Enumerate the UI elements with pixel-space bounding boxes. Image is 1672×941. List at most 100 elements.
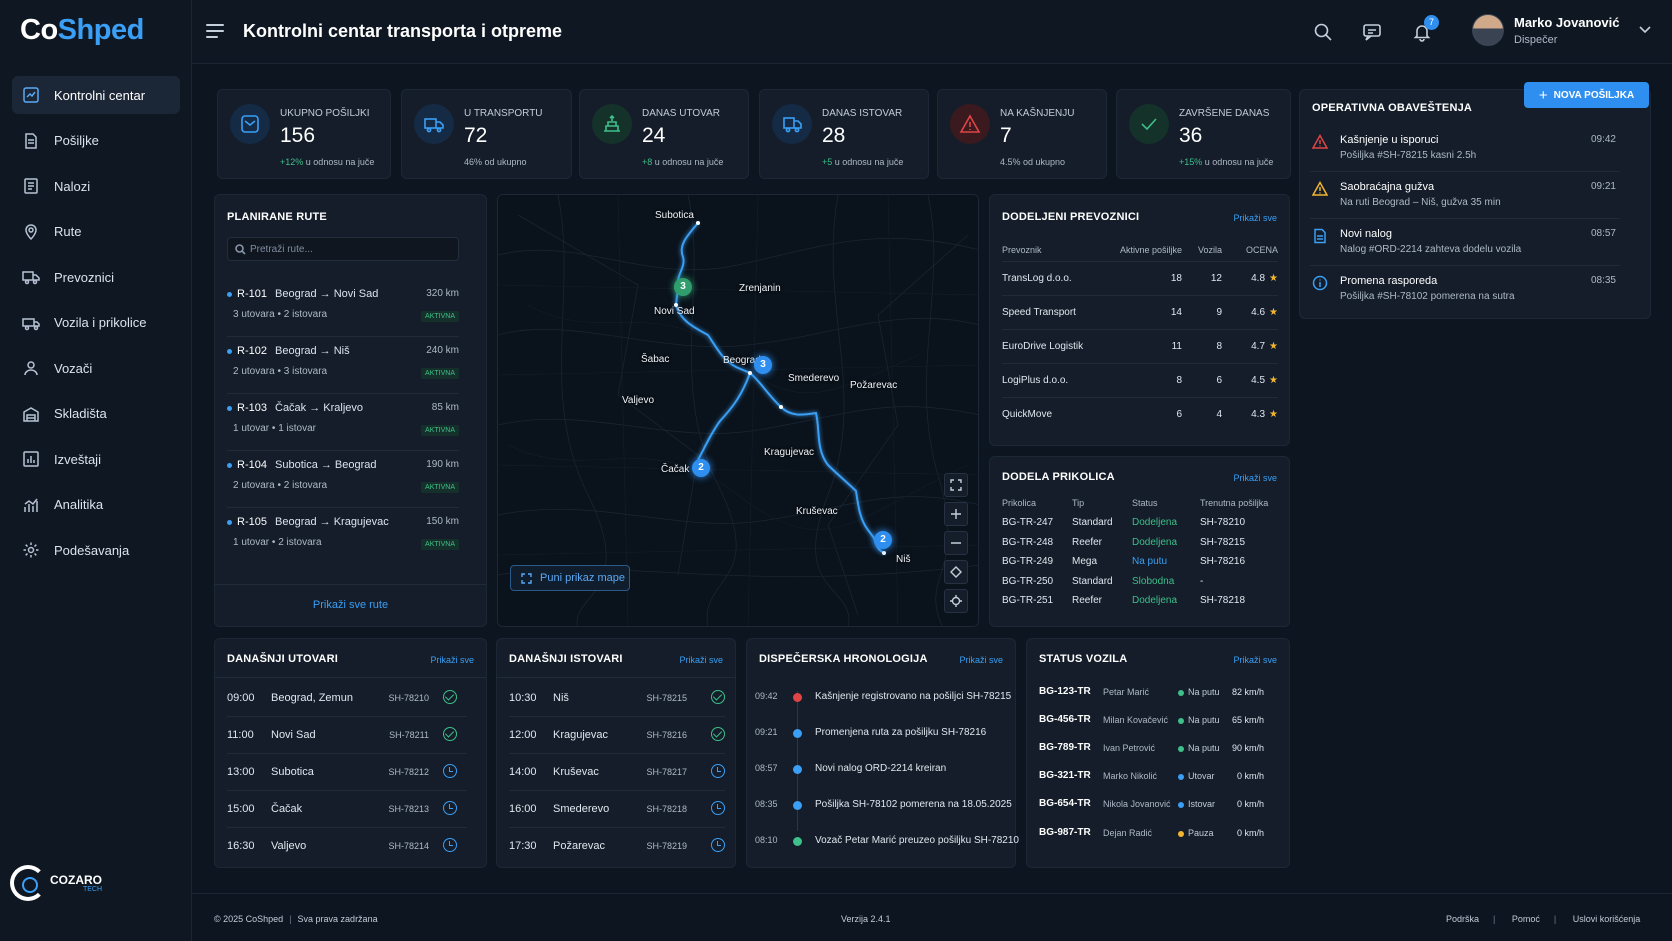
table-row[interactable]: BG-TR-248 Reefer Dodeljena SH-78215 (1002, 536, 1246, 548)
locate-icon[interactable] (944, 589, 968, 613)
list-item[interactable]: 15:00 Čačak SH-78213 (227, 791, 467, 828)
search-icon[interactable] (1313, 22, 1333, 42)
show-all-link[interactable]: Prikaži sve (959, 655, 1003, 665)
list-item[interactable]: 16:30 Valjevo SH-78214 (227, 828, 467, 865)
sidebar-item-izvestaji[interactable]: Izveštaji (12, 440, 180, 478)
vehicle-row[interactable]: BG-654-TR Nikola Jovanović Istovar 0 km/h (1039, 798, 1264, 809)
route-search[interactable] (227, 237, 459, 261)
new-shipment-button[interactable]: + NOVA POŠILJKA (1524, 82, 1649, 108)
notification-item[interactable]: Novi nalog Nalog #ORD-2214 zahteva dodel… (1310, 222, 1620, 266)
vehicle-row[interactable]: BG-456-TR Milan Kovačević Na putu 65 km/h (1039, 714, 1264, 725)
zoom-out-icon[interactable] (944, 531, 968, 555)
map-cluster-marker[interactable]: 3 (754, 356, 772, 374)
kpi-na-kasnjenju[interactable]: Na kašnjenju 7 4.5% od ukupno (937, 89, 1107, 179)
sidebar-item-analitika[interactable]: Analitika (12, 486, 180, 524)
list-item[interactable]: 09:00 Beograd, Zemun SH-78210 (227, 680, 467, 717)
map-city-label: Kruševac (796, 506, 838, 517)
vehicle-row[interactable]: BG-789-TR Ivan Petrović Na putu 90 km/h (1039, 742, 1264, 753)
table-row[interactable]: EuroDrive Logistik 11 8 4.7 ★ (1002, 328, 1278, 363)
notification-item[interactable]: Kašnjenje u isporuci Pošiljka #SH-78215 … (1310, 128, 1620, 172)
section-title: Dodeljeni prevoznici (1002, 211, 1140, 223)
menu-toggle-icon[interactable] (206, 24, 224, 38)
loading-icon (592, 104, 632, 144)
messages-icon[interactable] (1362, 22, 1382, 42)
map-cluster-marker[interactable]: 2 (874, 531, 892, 549)
vehicle-row[interactable]: BG-321-TR Marko Nikolić Utovar 0 km/h (1039, 770, 1264, 781)
kpi-sub: +8 u odnosu na juče (642, 157, 724, 167)
footer-link-terms[interactable]: Uslovi korišćenja (1572, 914, 1641, 924)
footer-link-help[interactable]: Pomoć (1511, 914, 1540, 924)
map-cluster-marker[interactable]: 3 (674, 278, 692, 296)
full-map-view-button[interactable]: Puni prikaz mape (510, 565, 630, 591)
kpi-value: 7 (1000, 124, 1012, 147)
table-row[interactable]: Speed Transport 14 9 4.6 ★ (1002, 294, 1278, 329)
sidebar-item-posiljke[interactable]: Pošiljke (12, 122, 180, 160)
kpi-ukupno-posiljki[interactable]: Ukupno pošiljki 156 +12% u odnosu na juč… (217, 89, 391, 179)
timeline-item[interactable]: 08:10 Vozač Petar Marić preuzeo pošiljku … (755, 835, 1019, 846)
list-item[interactable]: 14:00 Kruševac SH-78217 (509, 754, 725, 791)
vehicle-row[interactable]: BG-123-TR Petar Marić Na putu 82 km/h (1039, 686, 1264, 697)
route-item[interactable]: R-102 Beograd → Niš 240 km 2 utovara • 3 is… (227, 340, 459, 394)
route-item[interactable]: R-104 Subotica → Beograd 190 km 2 utovara •… (227, 454, 459, 508)
list-item[interactable]: 11:00 Novi Sad SH-78211 (227, 717, 467, 754)
list-item[interactable]: 16:00 Smederevo SH-78218 (509, 791, 725, 828)
show-all-link[interactable]: Prikaži sve (1233, 213, 1277, 223)
sidebar-item-label: Rute (54, 224, 82, 239)
timeline-item[interactable]: 09:21 Promenjena ruta za pošiljku SH-7821… (755, 727, 987, 738)
route-item[interactable]: R-103 Čačak → Kraljevo 85 km 1 utovar • 1 i… (227, 397, 459, 451)
user-menu[interactable]: Marko Jovanović Dispečer (1472, 14, 1620, 46)
layers-icon[interactable] (944, 560, 968, 584)
route-search-input[interactable] (250, 241, 450, 257)
notifications-bell-icon[interactable]: 7 (1412, 15, 1439, 42)
timeline-item[interactable]: 08:57 Novi nalog ORD-2214 kreiran (755, 763, 947, 774)
vehicle-row[interactable]: BG-987-TR Dejan Radić Pauza 0 km/h (1039, 827, 1264, 838)
table-row[interactable]: LogiPlus d.o.o. 8 6 4.5 ★ (1002, 362, 1278, 397)
sidebar-item-vozila[interactable]: Vozila i prikolice (12, 304, 180, 342)
notification-item[interactable]: Promena rasporeda Pošiljka #SH-78102 pom… (1310, 269, 1620, 313)
info-icon (1312, 275, 1328, 291)
show-all-link[interactable]: Prikaži sve (1233, 473, 1277, 483)
timeline-item[interactable]: 09:42 Kašnjenje registrovano na pošiljci … (755, 691, 1012, 702)
sidebar-item-skladista[interactable]: Skladišta (12, 395, 180, 433)
show-all-link[interactable]: Prikaži sve (679, 655, 723, 665)
map-cluster-marker[interactable]: 2 (692, 459, 710, 477)
route-item[interactable]: R-105 Beograd → Kragujevac 150 km 1 utovar … (227, 511, 459, 565)
fullscreen-icon[interactable] (944, 473, 968, 497)
kpi-danas-utovar[interactable]: Danas utovar 24 +8 u odnosu na juče (579, 89, 749, 179)
company-name: COZARO (50, 872, 102, 887)
sidebar-item-kontrolni-centar[interactable]: Kontrolni centar (12, 76, 180, 114)
table-row[interactable]: BG-TR-250 Standard Slobodna - (1002, 575, 1204, 587)
table-row[interactable]: BG-TR-247 Standard Dodeljena SH-78210 (1002, 517, 1246, 529)
kpi-u-transportu[interactable]: U transportu 72 46% od ukupno (401, 89, 572, 179)
star-icon: ★ (1269, 374, 1278, 386)
search-icon (235, 244, 246, 255)
table-row[interactable]: BG-TR-249 Mega Na putu SH-78216 (1002, 556, 1246, 568)
timeline-item[interactable]: 08:35 Pošiljka SH-78102 pomerena na 18.05… (755, 799, 1012, 810)
clock-icon (443, 801, 457, 815)
list-item[interactable]: 13:00 Subotica SH-78212 (227, 754, 467, 791)
table-row[interactable]: BG-TR-251 Reefer Dodeljena SH-78218 (1002, 595, 1246, 607)
sidebar-item-vozaci[interactable]: Vozači (12, 349, 180, 387)
chevron-down-icon[interactable] (1639, 26, 1651, 34)
notification-item[interactable]: Saobraćajna gužva Na ruti Beograd – Niš,… (1310, 175, 1620, 219)
footer-link-support[interactable]: Podrška (1446, 914, 1480, 924)
route-item[interactable]: R-101 Beograd → Novi Sad 320 km 3 utovara •… (227, 283, 459, 337)
list-item[interactable]: 17:30 Požarevac SH-78219 (509, 828, 725, 865)
table-row[interactable]: QuickMove 6 4 4.3 ★ (1002, 396, 1278, 431)
sidebar-item-podesavanja[interactable]: Podešavanja (12, 531, 180, 569)
table-row[interactable]: TransLog d.o.o. 18 12 4.8 ★ (1002, 260, 1278, 295)
zoom-in-icon[interactable] (944, 502, 968, 526)
list-item[interactable]: 10:30 Niš SH-78215 (509, 680, 725, 717)
list-item[interactable]: 12:00 Kragujevac SH-78216 (509, 717, 725, 754)
kpi-danas-istovar[interactable]: Danas istovar 28 +5 u odnosu na juče (759, 89, 929, 179)
sidebar-item-rute[interactable]: Rute (12, 213, 180, 251)
sidebar-item-prevoznici[interactable]: Prevoznici (12, 258, 180, 296)
show-all-link[interactable]: Prikaži sve (430, 655, 474, 665)
orders-icon (24, 178, 38, 194)
show-all-link[interactable]: Prikaži sve (1233, 655, 1277, 665)
sidebar-item-nalozi[interactable]: Nalozi (12, 167, 180, 205)
show-all-routes-link[interactable]: Prikaži sve rute (312, 599, 389, 611)
route-map[interactable]: Subotica Zrenjanin Novi Sad Šabac Beogra… (497, 194, 979, 627)
app-logo[interactable]: CoShped (20, 14, 144, 46)
kpi-zavrsene-danas[interactable]: Završene danas 36 +15% u odnosu na juče (1116, 89, 1291, 179)
